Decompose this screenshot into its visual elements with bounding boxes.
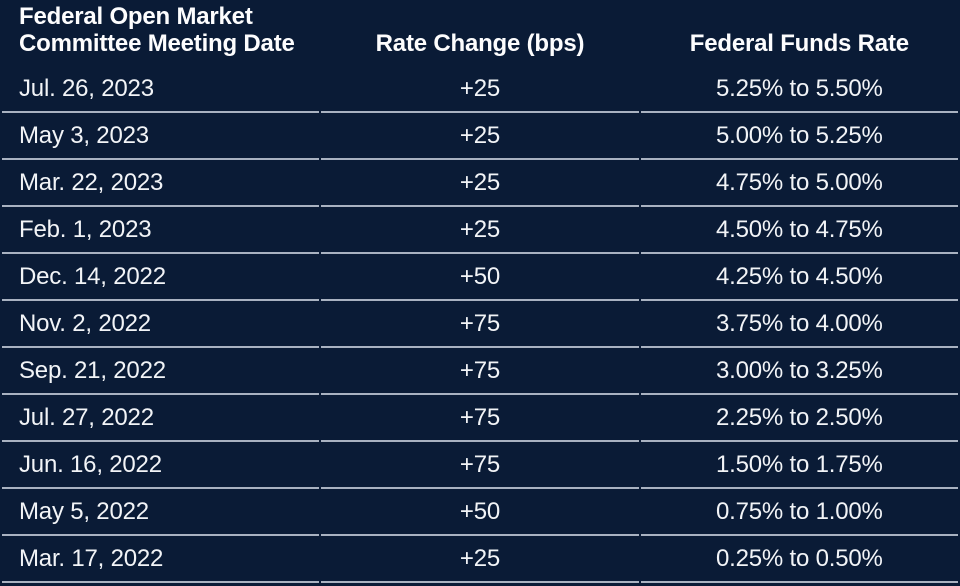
fed-funds-rate-cell: 3.75% to 4.00% bbox=[640, 301, 958, 348]
rate-change-cell: +75 bbox=[321, 301, 639, 348]
meeting-date-cell: Dec. 14, 2022 bbox=[2, 254, 320, 301]
fed-funds-rate-cell: 4.75% to 5.00% bbox=[640, 160, 958, 207]
rate-change-cell: +25 bbox=[321, 536, 639, 583]
rate-change-cell: +50 bbox=[321, 254, 639, 301]
table-row: Feb. 1, 2023 +25 4.50% to 4.75% bbox=[2, 207, 958, 254]
rate-change-cell: +75 bbox=[321, 442, 639, 489]
fed-funds-rate-cell: 0.75% to 1.00% bbox=[640, 489, 958, 536]
meeting-date-cell: Mar. 22, 2023 bbox=[2, 160, 320, 207]
meeting-date-cell: May 5, 2022 bbox=[2, 489, 320, 536]
fed-funds-rate-cell: 1.50% to 1.75% bbox=[640, 442, 958, 489]
meeting-date-cell: May 3, 2023 bbox=[2, 113, 320, 160]
rate-change-cell: +25 bbox=[321, 113, 639, 160]
table-row: May 5, 2022 +50 0.75% to 1.00% bbox=[2, 489, 958, 536]
table-row: May 3, 2023 +25 5.00% to 5.25% bbox=[2, 113, 958, 160]
fed-funds-rate-cell: 4.25% to 4.50% bbox=[640, 254, 958, 301]
meeting-date-cell: Sep. 21, 2022 bbox=[2, 348, 320, 395]
header-meeting-date: Federal Open Market Committee Meeting Da… bbox=[19, 3, 295, 57]
rate-change-cell: +25 bbox=[321, 160, 639, 207]
rate-change-cell: +75 bbox=[321, 348, 639, 395]
meeting-date-cell: Mar. 17, 2022 bbox=[2, 536, 320, 583]
meeting-date-cell: Nov. 2, 2022 bbox=[2, 301, 320, 348]
table-row: Mar. 17, 2022 +25 0.25% to 0.50% bbox=[2, 536, 958, 583]
table-row: Mar. 22, 2023 +25 4.75% to 5.00% bbox=[2, 160, 958, 207]
fed-funds-rate-cell: 3.00% to 3.25% bbox=[640, 348, 958, 395]
header-fed-funds-rate: Federal Funds Rate bbox=[689, 30, 909, 57]
rate-change-cell: +25 bbox=[321, 207, 639, 254]
meeting-date-cell: Jun. 16, 2022 bbox=[2, 442, 320, 489]
table-row: Jul. 27, 2022 +75 2.25% to 2.50% bbox=[2, 395, 958, 442]
fed-funds-rate-cell: 5.00% to 5.25% bbox=[640, 113, 958, 160]
meeting-date-cell: Jul. 26, 2023 bbox=[2, 66, 320, 113]
header-rate-change: Rate Change (bps) bbox=[375, 30, 585, 57]
rate-change-cell: +25 bbox=[321, 66, 639, 113]
header-row: Federal Open Market Committee Meeting Da… bbox=[2, 0, 958, 66]
fed-funds-rate-cell: 2.25% to 2.50% bbox=[640, 395, 958, 442]
fed-funds-rate-cell: 4.50% to 4.75% bbox=[640, 207, 958, 254]
table-row: Dec. 14, 2022 +50 4.25% to 4.50% bbox=[2, 254, 958, 301]
table-row: Jun. 16, 2022 +75 1.50% to 1.75% bbox=[2, 442, 958, 489]
meeting-date-cell: Feb. 1, 2023 bbox=[2, 207, 320, 254]
fed-funds-rate-cell: 5.25% to 5.50% bbox=[640, 66, 958, 113]
meeting-date-cell: Jul. 27, 2022 bbox=[2, 395, 320, 442]
rate-change-cell: +50 bbox=[321, 489, 639, 536]
table-row: Jul. 26, 2023 +25 5.25% to 5.50% bbox=[2, 66, 958, 113]
table-row: Sep. 21, 2022 +75 3.00% to 3.25% bbox=[2, 348, 958, 395]
fed-funds-rate-cell: 0.25% to 0.50% bbox=[640, 536, 958, 583]
table-row: Nov. 2, 2022 +75 3.75% to 4.00% bbox=[2, 301, 958, 348]
rate-change-cell: +75 bbox=[321, 395, 639, 442]
